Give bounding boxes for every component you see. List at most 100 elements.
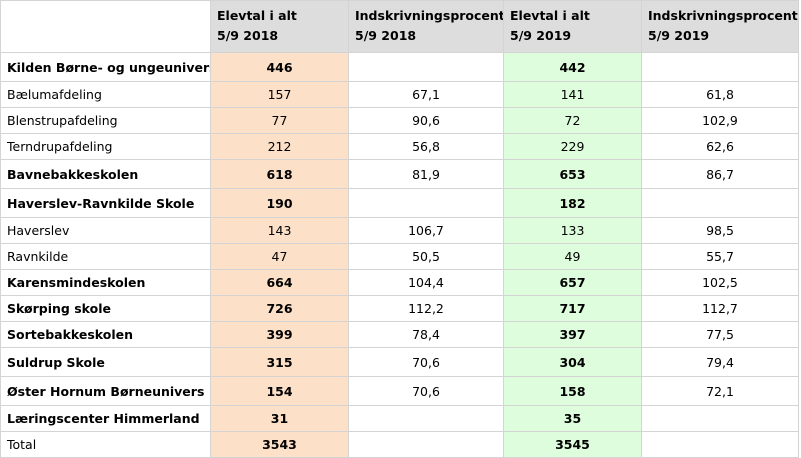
table-row: Ravnkilde 47 50,5 49 55,7 [0, 243, 799, 270]
school-name-cell: Øster Hornum Børneunivers [0, 376, 211, 406]
students-2019-cell: 397 [503, 321, 642, 348]
school-name-cell: Suldrup Skole [0, 347, 211, 377]
students-2018-cell: 143 [210, 217, 349, 244]
enrollment-pct-2018-cell [348, 188, 504, 218]
enrollment-pct-2019-cell: 98,5 [641, 217, 799, 244]
school-name-cell: Blenstrupafdeling [0, 107, 211, 134]
students-2019-cell: 229 [503, 133, 642, 160]
school-name-cell: Karensmindeskolen [0, 269, 211, 296]
enrollment-pct-2019-cell: 61,8 [641, 81, 799, 108]
table-row: Haverslev 143 106,7 133 98,5 [0, 217, 799, 244]
students-2018-cell: 190 [210, 188, 349, 218]
enrollment-pct-2019-cell: 62,6 [641, 133, 799, 160]
school-name-cell: Ravnkilde [0, 243, 211, 270]
enrollment-pct-2018-cell [348, 52, 504, 82]
header-students-2018: Elevtal i alt 5/9 2018 [210, 0, 349, 53]
header-row: Elevtal i alt 5/9 2018 Indskrivningsproc… [0, 0, 799, 53]
enrollment-pct-2018-cell: 81,9 [348, 159, 504, 189]
students-2019-cell: 49 [503, 243, 642, 270]
enrollment-pct-2019-cell: 112,7 [641, 295, 799, 322]
enrollment-pct-2018-cell: 104,4 [348, 269, 504, 296]
students-2018-cell: 77 [210, 107, 349, 134]
header-label: Indskrivningsprocent [648, 8, 798, 23]
students-2018-cell: 31 [210, 405, 349, 432]
students-2018-cell: 157 [210, 81, 349, 108]
table-row: Total 3543 3545 [0, 431, 799, 458]
school-name-cell: Bavnebakkeskolen [0, 159, 211, 189]
students-2018-cell: 664 [210, 269, 349, 296]
table-row: Sortebakkeskolen 399 78,4 397 77,5 [0, 321, 799, 348]
students-2019-cell: 653 [503, 159, 642, 189]
students-2019-cell: 182 [503, 188, 642, 218]
school-name-cell: Haverslev [0, 217, 211, 244]
table-row: Øster Hornum Børneunivers 154 70,6 158 72,1 [0, 376, 799, 406]
school-name-cell: Total [0, 431, 211, 458]
students-2018-cell: 446 [210, 52, 349, 82]
school-name-cell: Kilden Børne- og ungeunivers [0, 52, 211, 82]
enrollment-pct-2018-cell: 106,7 [348, 217, 504, 244]
enrollment-pct-2018-cell: 50,5 [348, 243, 504, 270]
header-date: 5/9 2019 [648, 28, 710, 43]
students-2018-cell: 3543 [210, 431, 349, 458]
school-name-cell: Terndrupafdeling [0, 133, 211, 160]
header-date: 5/9 2018 [217, 28, 279, 43]
table-row: Terndrupafdeling 212 56,8 229 62,6 [0, 133, 799, 160]
enrollment-pct-2019-cell: 77,5 [641, 321, 799, 348]
table-row: Bælumafdeling 157 67,1 141 61,8 [0, 81, 799, 108]
school-name-cell: Skørping skole [0, 295, 211, 322]
enrollment-pct-2019-cell: 102,9 [641, 107, 799, 134]
school-name-cell: Sortebakkeskolen [0, 321, 211, 348]
students-2019-cell: 72 [503, 107, 642, 134]
enrollment-pct-2018-cell: 56,8 [348, 133, 504, 160]
students-2018-cell: 726 [210, 295, 349, 322]
students-2019-cell: 141 [503, 81, 642, 108]
enrollment-pct-2019-cell [641, 188, 799, 218]
enrollment-pct-2019-cell: 72,1 [641, 376, 799, 406]
table-row: Blenstrupafdeling 77 90,6 72 102,9 [0, 107, 799, 134]
school-name-cell: Haverslev-Ravnkilde Skole [0, 188, 211, 218]
table-row: Karensmindeskolen 664 104,4 657 102,5 [0, 269, 799, 296]
table-header: Elevtal i alt 5/9 2018 Indskrivningsproc… [0, 0, 799, 53]
students-2019-cell: 35 [503, 405, 642, 432]
school-name-cell: Læringscenter Himmerland [0, 405, 211, 432]
enrollment-pct-2019-cell [641, 431, 799, 458]
header-label: Indskrivningsprocent [355, 8, 504, 23]
enrollment-pct-2018-cell: 112,2 [348, 295, 504, 322]
header-label: Elevtal i alt [510, 8, 590, 23]
school-name-cell: Bælumafdeling [0, 81, 211, 108]
students-2018-cell: 154 [210, 376, 349, 406]
table-row: Skørping skole 726 112,2 717 112,7 [0, 295, 799, 322]
students-2019-cell: 3545 [503, 431, 642, 458]
table-row: Kilden Børne- og ungeunivers 446 442 [0, 52, 799, 82]
students-2019-cell: 133 [503, 217, 642, 244]
enrollment-pct-2019-cell [641, 52, 799, 82]
students-2019-cell: 304 [503, 347, 642, 377]
students-2018-cell: 399 [210, 321, 349, 348]
table-row: Bavnebakkeskolen 618 81,9 653 86,7 [0, 159, 799, 189]
students-2018-cell: 47 [210, 243, 349, 270]
header-date: 5/9 2018 [355, 28, 417, 43]
enrollment-pct-2018-cell: 70,6 [348, 347, 504, 377]
students-2018-cell: 315 [210, 347, 349, 377]
table-body: Kilden Børne- og ungeunivers 446 442 Bæluma… [0, 52, 799, 458]
header-enrollment-pct-2019: Indskrivningsprocent 5/9 2019 [641, 0, 799, 53]
header-label: Elevtal i alt [217, 8, 297, 23]
students-2019-cell: 717 [503, 295, 642, 322]
table-row: Suldrup Skole 315 70,6 304 79,4 [0, 347, 799, 377]
enrollment-pct-2019-cell: 102,5 [641, 269, 799, 296]
header-blank-cell [0, 0, 211, 53]
enrollment-pct-2019-cell: 55,7 [641, 243, 799, 270]
enrollment-pct-2018-cell: 90,6 [348, 107, 504, 134]
students-2018-cell: 212 [210, 133, 349, 160]
table-row: Læringscenter Himmerland 31 35 [0, 405, 799, 432]
enrollment-pct-2019-cell [641, 405, 799, 432]
enrollment-pct-2018-cell: 70,6 [348, 376, 504, 406]
header-date: 5/9 2019 [510, 28, 572, 43]
enrollment-pct-2018-cell [348, 405, 504, 432]
header-students-2019: Elevtal i alt 5/9 2019 [503, 0, 642, 53]
students-2018-cell: 618 [210, 159, 349, 189]
enrollment-pct-2018-cell: 78,4 [348, 321, 504, 348]
enrollment-pct-2018-cell [348, 431, 504, 458]
header-enrollment-pct-2018: Indskrivningsprocent 5/9 2018 [348, 0, 504, 53]
